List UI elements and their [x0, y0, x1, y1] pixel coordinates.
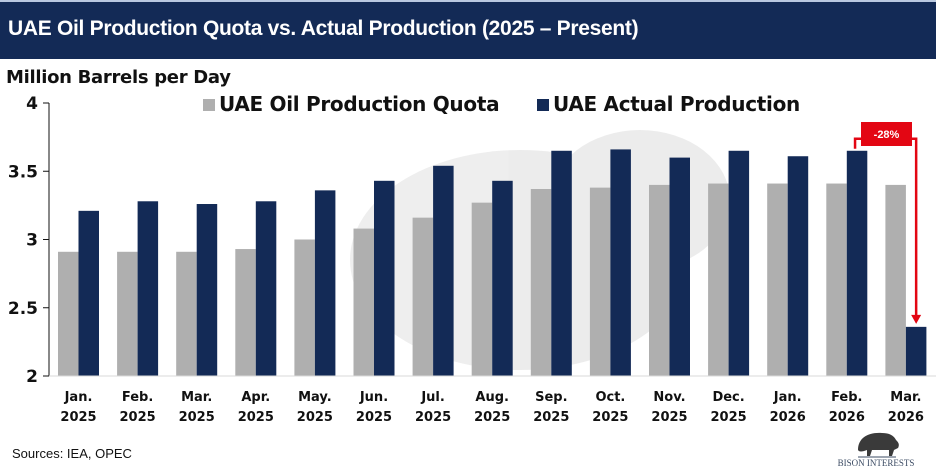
- x-tick-year: 2026: [829, 410, 865, 425]
- actual-bar: [374, 180, 395, 376]
- quota-bar: [885, 184, 906, 376]
- change-annotation: -28%: [853, 122, 922, 324]
- actual-bar: [78, 210, 99, 376]
- x-tick-year: 2025: [120, 410, 156, 425]
- actual-bar: [728, 150, 750, 376]
- x-tick-month: Feb.: [122, 390, 153, 405]
- quota-bar: [471, 202, 493, 376]
- x-tick-month: Dec.: [712, 390, 744, 405]
- x-tick-month: Sep.: [535, 390, 567, 405]
- quota-bar: [58, 251, 79, 376]
- x-tick-year: 2025: [356, 410, 392, 425]
- quota-bar: [767, 183, 788, 376]
- x-tick-month: Nov.: [653, 390, 685, 405]
- logo-text: BISON INTERESTS: [837, 458, 915, 468]
- actual-bar: [137, 201, 159, 376]
- x-tick-month: Oct.: [595, 390, 625, 405]
- x-tick-month: Jun.: [359, 390, 388, 405]
- change-badge: [861, 122, 912, 146]
- bison-icon: [858, 432, 899, 458]
- quota-bar: [294, 239, 315, 376]
- bars-group: [58, 149, 927, 376]
- quota-bar: [412, 217, 434, 376]
- x-tick-year: 2025: [415, 410, 451, 425]
- y-tick-label: 2.5: [8, 299, 38, 319]
- x-tick-month: Feb.: [831, 390, 862, 405]
- legend-swatch-actual: [537, 99, 549, 111]
- quota-bar: [826, 183, 847, 376]
- legend-label-actual: UAE Actual Production: [553, 92, 800, 116]
- y-axis-label: Million Barrels per Day: [6, 67, 231, 88]
- x-tick-month: Aug.: [475, 390, 509, 405]
- legend-label-quota: UAE Oil Production Quota: [219, 92, 500, 116]
- actual-bar: [669, 157, 690, 376]
- actual-bar: [492, 180, 513, 376]
- x-tick-year: 2026: [770, 410, 806, 425]
- quota-bar: [235, 249, 256, 376]
- x-tick-year: 2025: [238, 410, 274, 425]
- x-tick-month: Apr.: [241, 390, 270, 405]
- actual-bar: [255, 201, 277, 376]
- y-tick-label: 3.5: [8, 162, 38, 182]
- x-tick-month: Jan.: [64, 390, 93, 405]
- y-axis: 2 2.5 3 3.5 4: [8, 94, 936, 387]
- actual-bar: [196, 204, 218, 376]
- x-tick-month: May.: [298, 390, 332, 405]
- actual-bar: [787, 156, 809, 376]
- x-tick-year: 2025: [592, 410, 628, 425]
- quota-bar: [589, 187, 611, 376]
- actual-bar: [433, 165, 454, 376]
- y-tick-label: 2: [26, 367, 38, 387]
- actual-bar: [314, 190, 336, 376]
- actual-bar: [905, 326, 927, 376]
- y-tick-label: 3: [26, 231, 38, 251]
- x-axis-labels: Jan. 2025 Feb. 2025 Mar. 2025 Apr. 2025 May. 2025…: [60, 390, 924, 425]
- x-tick-year: 2026: [888, 410, 924, 425]
- x-tick-year: 2025: [297, 410, 333, 425]
- x-tick-month: Mar.: [181, 390, 212, 405]
- quota-bar: [353, 228, 374, 376]
- y-tick-label: 4: [26, 94, 38, 114]
- quota-bar: [649, 184, 670, 376]
- actual-bar: [551, 150, 572, 376]
- quota-bar: [117, 251, 138, 376]
- title-banner: UAE Oil Production Quota vs. Actual Prod…: [0, 0, 936, 59]
- chart-title: UAE Oil Production Quota vs. Actual Prod…: [8, 17, 639, 40]
- x-tick-year: 2025: [60, 410, 96, 425]
- x-tick-year: 2025: [474, 410, 510, 425]
- actual-bar: [846, 150, 868, 376]
- x-tick-year: 2025: [651, 410, 687, 425]
- source-note: Sources: IEA, OPEC: [12, 446, 132, 461]
- x-tick-month: Jan.: [773, 390, 802, 405]
- x-tick-year: 2025: [711, 410, 747, 425]
- x-tick-month: Mar.: [890, 390, 921, 405]
- x-tick-year: 2025: [533, 410, 569, 425]
- arrow-down-icon: [911, 314, 922, 324]
- quota-bar: [530, 188, 552, 376]
- x-tick-month: Jul.: [420, 390, 445, 405]
- actual-bar: [610, 149, 631, 376]
- quota-bar: [176, 251, 197, 376]
- change-badge-label: -28%: [874, 129, 900, 141]
- legend-swatch-quota: [203, 99, 215, 111]
- quota-bar: [708, 183, 729, 376]
- x-tick-year: 2025: [179, 410, 215, 425]
- bison-interests-logo: BISON INTERESTS: [828, 428, 924, 470]
